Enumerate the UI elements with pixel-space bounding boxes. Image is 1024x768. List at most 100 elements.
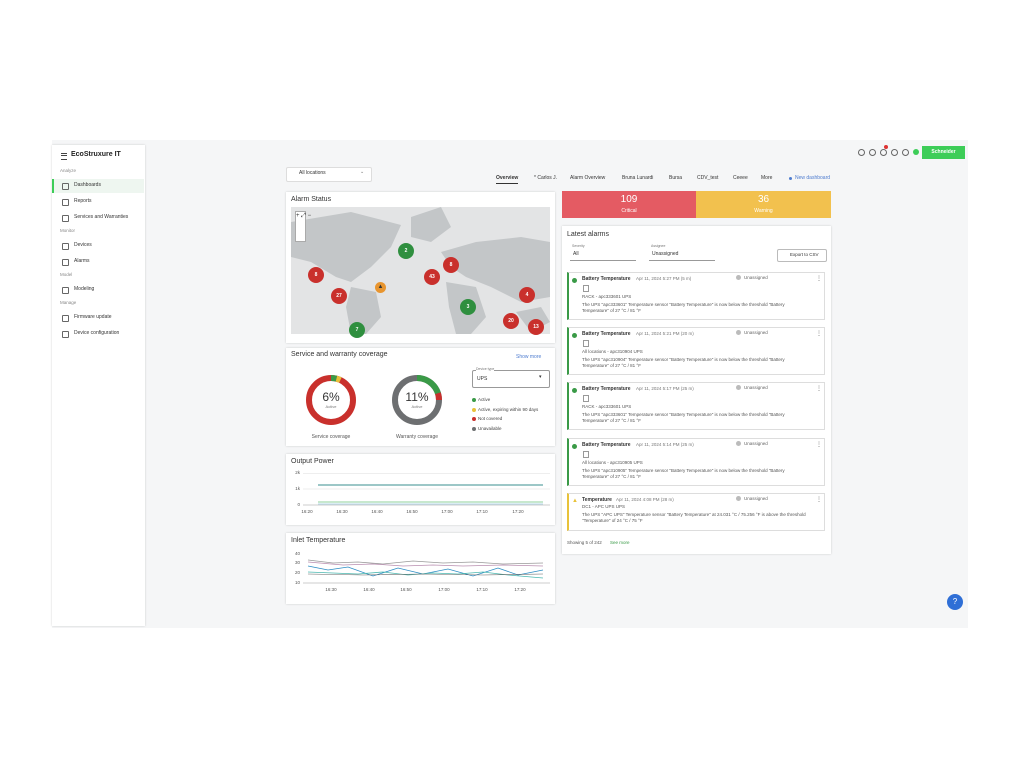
alarm-icon: [572, 388, 577, 393]
severity-label: Severity: [572, 244, 585, 248]
tab[interactable]: Bruna Lunardi: [622, 175, 654, 181]
device-caret: ▾: [539, 374, 542, 380]
section-title: Model: [60, 272, 73, 277]
alarm-menu[interactable]: ⋮: [816, 386, 822, 392]
map-cluster[interactable]: 4: [519, 287, 535, 303]
assignee-value[interactable]: Unassigned: [652, 251, 679, 257]
critical-count[interactable]: 109: [620, 194, 638, 205]
map-cluster[interactable]: 8: [443, 257, 459, 273]
assignee-icon: [736, 330, 741, 335]
severity-value[interactable]: All: [573, 251, 579, 257]
map-cluster[interactable]: 2: [398, 243, 414, 259]
warranty-status: Active: [411, 404, 423, 409]
brand: EcoStruxure IT: [71, 151, 121, 158]
map-cluster[interactable]: 3: [460, 299, 476, 315]
alarm-menu[interactable]: ⋮: [816, 276, 822, 282]
device-select[interactable]: [472, 370, 550, 388]
x-tick-label: 16:40: [371, 509, 383, 514]
map-cluster[interactable]: 20: [503, 313, 519, 329]
menu-icon-mid: [61, 155, 67, 156]
x-tick-label: 16:50: [400, 587, 412, 592]
x-tick-label: 17:20: [512, 509, 524, 514]
alarm-location: All locations - apc310905 UPS: [582, 460, 643, 465]
legend-dot: [472, 398, 476, 402]
alarm-time: Apr 11, 2024 5:14 PM (25 m): [636, 442, 694, 447]
alarm-location: RACK - apc333601 UPS: [582, 404, 632, 409]
new-dashboard[interactable]: New dashboard: [795, 175, 831, 181]
alarm-item[interactable]: [567, 272, 825, 320]
tab[interactable]: Overview: [496, 175, 519, 184]
sidebar: [52, 145, 145, 626]
map-cluster[interactable]: 43: [424, 269, 440, 285]
service-label: Service coverage: [311, 434, 351, 440]
alarm-menu[interactable]: ⋮: [816, 331, 822, 337]
nav-icon: [62, 287, 69, 294]
nav-item[interactable]: Reports: [74, 198, 92, 204]
location-select[interactable]: [286, 167, 372, 182]
x-tick-label: 16:30: [325, 587, 337, 592]
nav-item[interactable]: Services and Warranties: [74, 214, 129, 220]
inlet-temperature-plot-graphic: [303, 559, 550, 584]
map-cluster[interactable]: 8: [308, 267, 324, 283]
nav-item[interactable]: Alarms: [74, 258, 90, 264]
toolbar-icon[interactable]: [891, 149, 898, 156]
showing: Showing 5 of 242: [567, 540, 602, 545]
map-cluster[interactable]: 13: [528, 319, 544, 335]
tab[interactable]: Ceeee: [733, 175, 748, 181]
alarm-menu[interactable]: ⋮: [816, 442, 822, 448]
toolbar-icon[interactable]: [869, 149, 876, 156]
show-more[interactable]: Show more: [516, 354, 542, 360]
nav-item[interactable]: Firmware update: [74, 314, 112, 320]
alarm-item[interactable]: [567, 382, 825, 430]
map-cluster[interactable]: 27: [331, 288, 347, 304]
map: [291, 207, 550, 334]
active-bg: [52, 179, 144, 193]
location-caret: ⌄: [360, 169, 365, 175]
tab[interactable]: Alarm Overview: [570, 175, 606, 181]
warranty-label: Warranty coverage: [395, 434, 439, 440]
toolbar-icon[interactable]: [902, 149, 909, 156]
alarm-item[interactable]: [567, 438, 825, 486]
notif-badge: [884, 145, 888, 149]
nav-item[interactable]: Modeling: [74, 286, 95, 292]
alarm-location: RACK - apc333601 UPS: [582, 294, 632, 299]
toolbar-icon[interactable]: [880, 149, 887, 156]
alarm-description: The UPS "apc333601" Temperature sensor "…: [582, 302, 785, 313]
alarm-description: The UPS "apc333601" Temperature sensor "…: [582, 412, 785, 423]
map-warning-marker[interactable]: ▲: [375, 282, 386, 293]
alarm-time: Apr 11, 2024 5:27 PM (5 m): [636, 276, 692, 281]
active-bar: [52, 179, 54, 193]
brand-logo: Schneider: [922, 146, 965, 159]
tab[interactable]: * Carlos J.: [534, 175, 558, 181]
export-button[interactable]: [777, 249, 827, 262]
warranty-value: 11%: [405, 390, 429, 404]
nav-item[interactable]: Dashboards: [74, 182, 101, 188]
alarm-item[interactable]: [567, 493, 825, 531]
tab[interactable]: CDV_test: [697, 175, 719, 181]
alarm-location: All locations - apc310904 UPS: [582, 349, 643, 354]
alarm-time: Apr 11, 2024 5:17 PM (25 m): [636, 386, 694, 391]
zoom-controls[interactable]: + ⤢ −: [295, 211, 311, 242]
alarm-description: The UPS "apc310904" Temperature sensor "…: [582, 357, 785, 368]
help-button[interactable]: ?: [947, 594, 963, 610]
alarm-note-icon: [583, 285, 589, 292]
alarm-description: The UPS "apc310905" Temperature sensor "…: [582, 468, 785, 479]
y-tick-label: 0: [297, 502, 300, 507]
service-donut-graphic: [306, 375, 356, 425]
y-tick-label: 10: [294, 580, 300, 585]
service-donut: [304, 373, 358, 427]
alarm-menu[interactable]: ⋮: [816, 497, 822, 503]
nav-item[interactable]: Devices: [74, 242, 92, 248]
tab[interactable]: Bursa: [669, 175, 683, 181]
alarm-note-icon: [583, 395, 589, 402]
warning-count[interactable]: 36: [757, 194, 770, 205]
map-cluster[interactable]: 7: [349, 322, 365, 338]
y-tick-label: 20: [294, 570, 300, 575]
see-more[interactable]: See more: [610, 540, 630, 545]
alarm-item[interactable]: [567, 327, 825, 375]
severity-line: [570, 260, 636, 261]
toolbar-icon[interactable]: [858, 149, 865, 156]
legend-label: Active, expiring within 90 days: [478, 406, 539, 412]
nav-item[interactable]: Device configuration: [74, 330, 120, 336]
tab[interactable]: More: [761, 175, 773, 181]
